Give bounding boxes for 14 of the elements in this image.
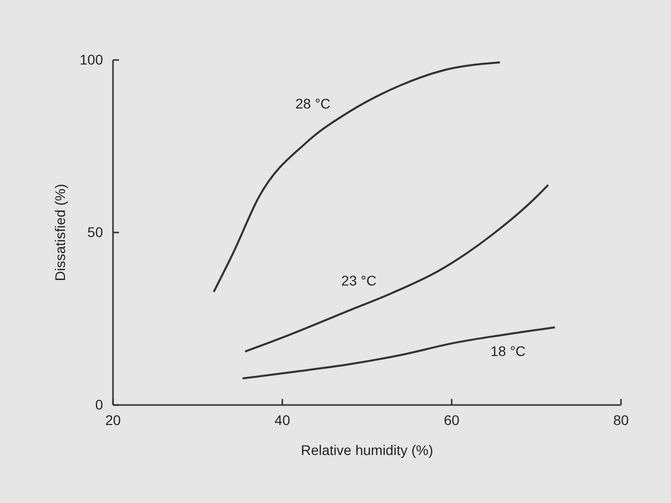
line-series: [242, 326, 556, 380]
series-label: 28 °C: [295, 96, 331, 112]
series-label: 18 °C: [490, 343, 526, 360]
line-series: [212, 61, 501, 293]
y-axis-title: Dissatisfied (%): [52, 184, 68, 282]
x-axis-title: Relative humidity (%): [300, 442, 434, 458]
x-tick-label: 20: [105, 412, 121, 428]
y-tick-label: 100: [80, 51, 104, 68]
x-tick-label: 60: [444, 412, 460, 428]
x-tick-label: 40: [274, 412, 290, 428]
y-tick-label: 0: [95, 396, 104, 412]
series-label: 23 °C: [341, 272, 376, 288]
x-tick-label: 80: [613, 412, 629, 428]
y-tick-label: 50: [87, 224, 104, 240]
